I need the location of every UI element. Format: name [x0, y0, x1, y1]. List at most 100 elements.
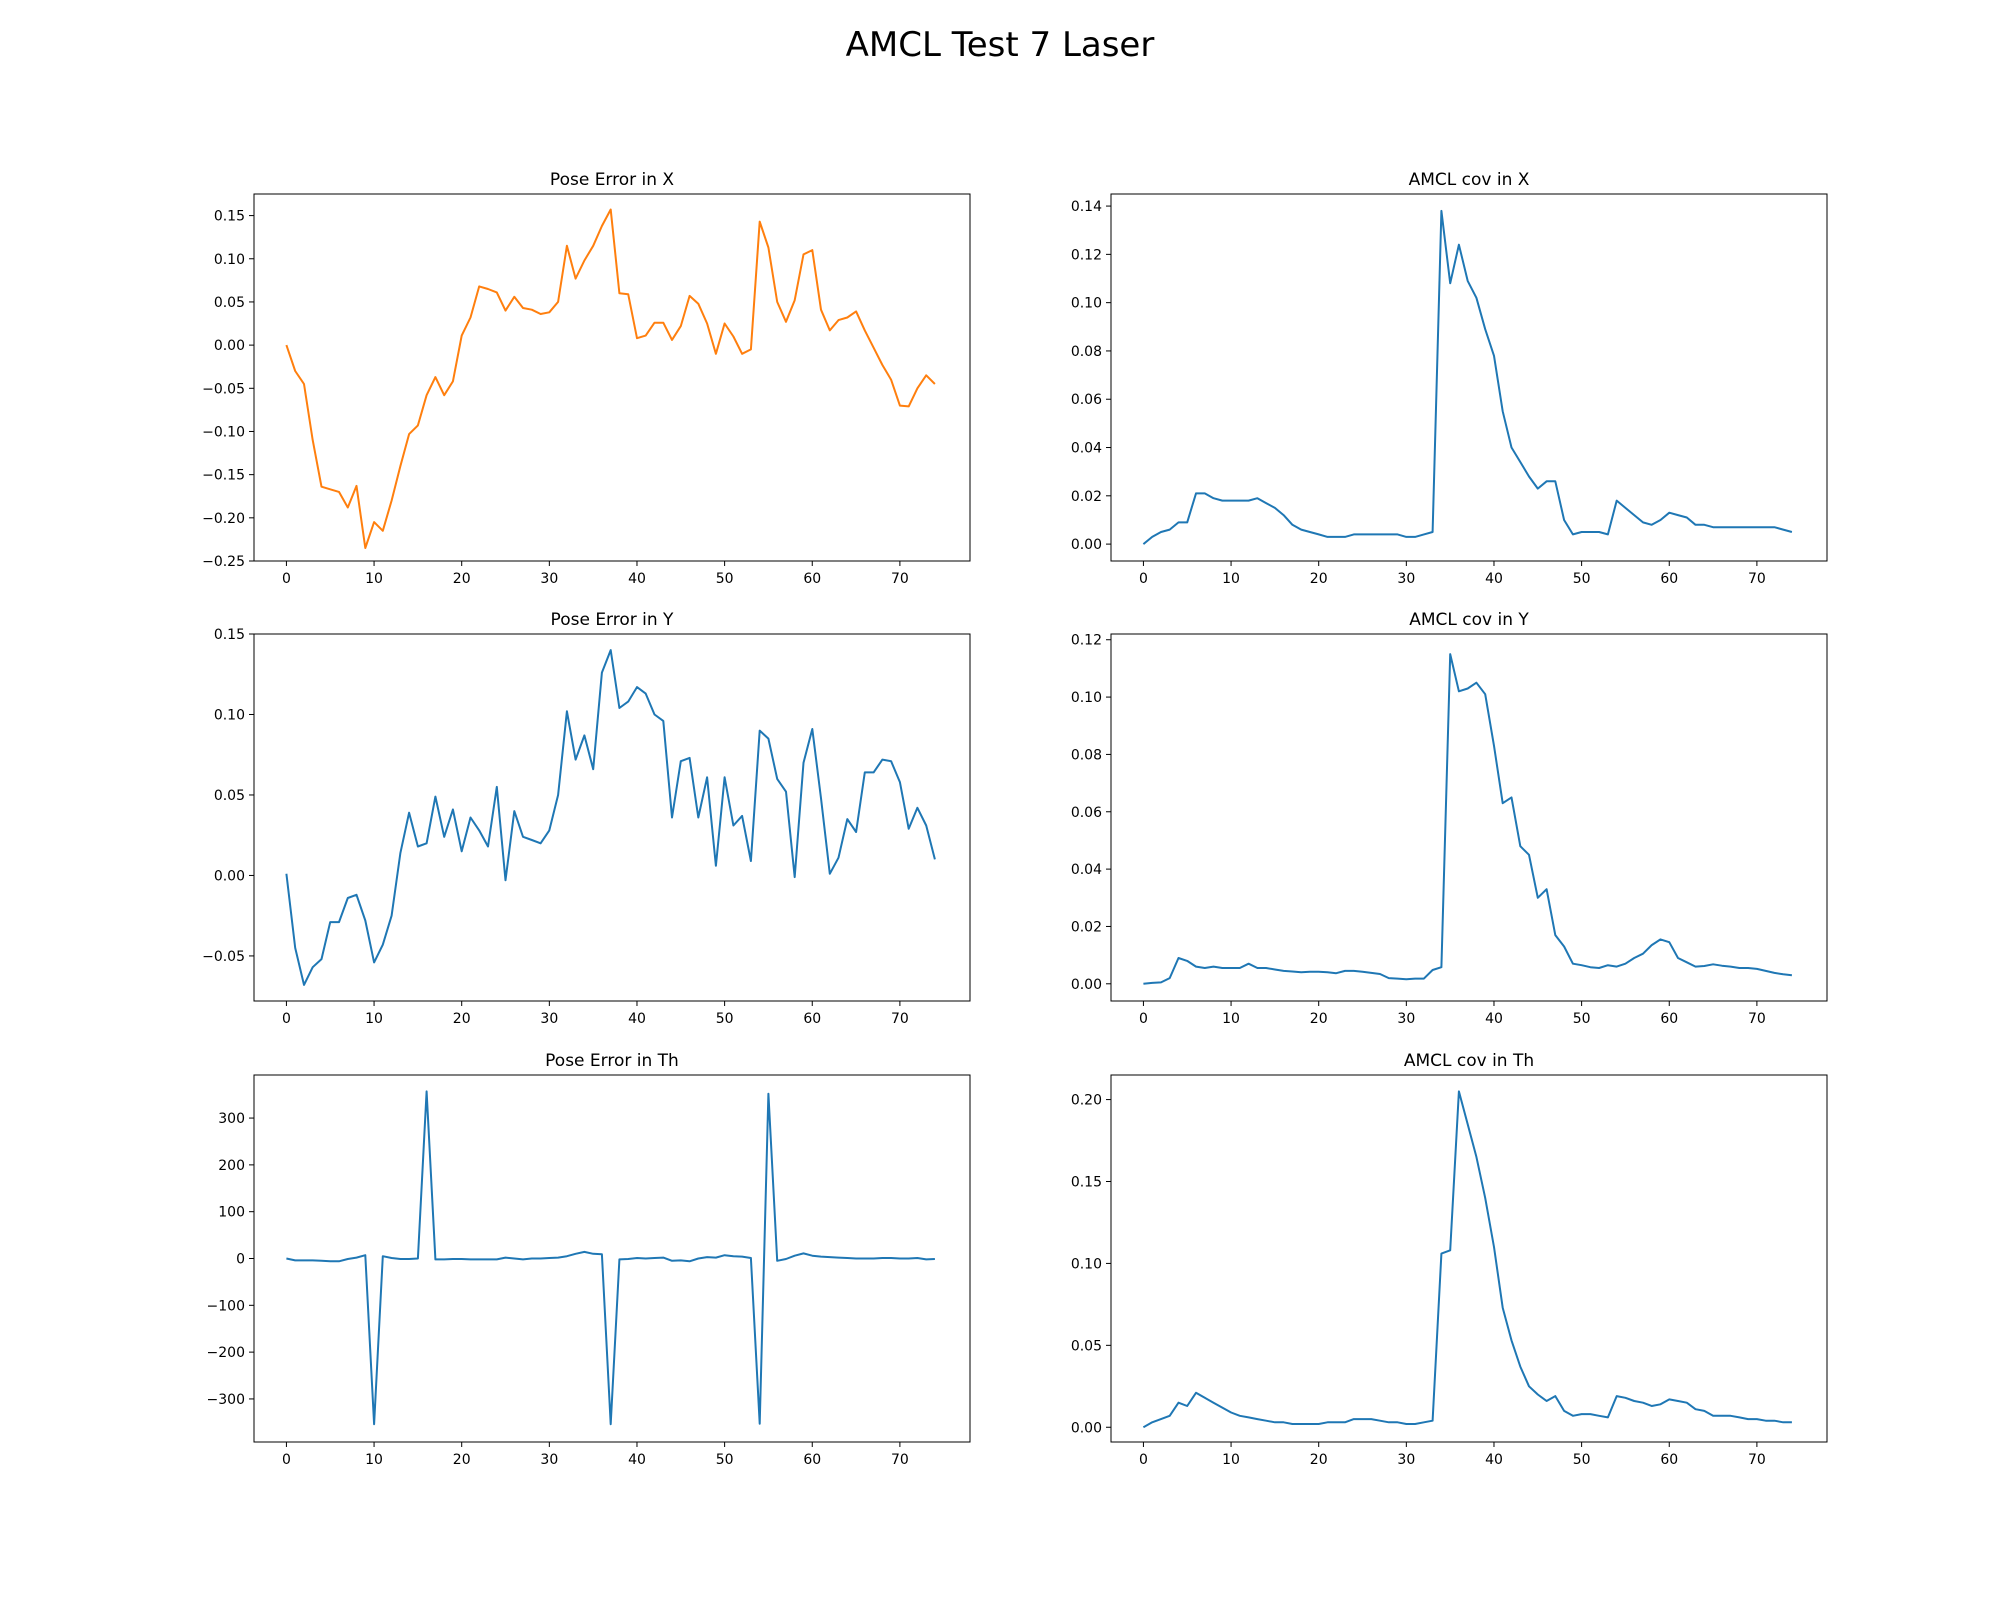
y-tick-label: 200	[218, 1158, 245, 1174]
x-tick-label: 20	[1310, 1452, 1328, 1468]
x-tick-label: 10	[1222, 571, 1240, 587]
subplot-1: Pose Error in X 0 10 20 30 40 50 60 70 −0.25 −0.20…	[202, 170, 971, 587]
y-tick-label: −0.05	[202, 949, 245, 965]
x-tick-label: 20	[1310, 1011, 1328, 1027]
x-tick-label: 10	[365, 571, 383, 587]
subplot-title: Pose Error in Th	[545, 1051, 679, 1071]
x-tick-label: 0	[1139, 1011, 1148, 1027]
y-tick-label: 0.00	[1071, 977, 1102, 993]
x-tick-label: 20	[453, 571, 471, 587]
x-tick-label: 30	[540, 1452, 558, 1468]
y-tick-label: 0.00	[1071, 1420, 1102, 1436]
y-tick-label: 0.10	[1071, 690, 1102, 706]
y-tick-label: −100	[207, 1298, 245, 1314]
y-tick-label: −0.20	[202, 511, 245, 527]
y-tick-label: −0.15	[202, 468, 245, 484]
x-tick-label: 40	[1485, 1011, 1503, 1027]
subplot-5: Pose Error in Th 0 10 20 30 40 50 60 70 −300 −200 −…	[207, 1051, 971, 1468]
x-tick-label: 40	[628, 1452, 646, 1468]
series-line	[286, 1090, 935, 1426]
y-tick-label: 0.00	[214, 868, 245, 884]
y-tick-label: 0.06	[1071, 392, 1102, 408]
y-tick-label: 0.12	[1071, 247, 1102, 263]
x-tick-label: 60	[803, 1011, 821, 1027]
y-tick-label: 0	[236, 1252, 245, 1268]
x-tick-label: 40	[1485, 571, 1503, 587]
subplot-title: Pose Error in X	[550, 170, 675, 190]
x-tick-label: 30	[540, 1011, 558, 1027]
x-tick-label: 0	[282, 571, 291, 587]
x-tick-label: 50	[1573, 1011, 1591, 1027]
x-tick-label: 0	[1139, 1452, 1148, 1468]
x-tick-label: 70	[891, 571, 909, 587]
subplot-title: Pose Error in Y	[551, 610, 675, 630]
y-tick-label: −0.05	[202, 381, 245, 397]
y-tick-label: 0.00	[1071, 537, 1102, 553]
x-tick-label: 10	[365, 1452, 383, 1468]
axes-frame	[1110, 633, 1828, 1002]
series-line	[285, 649, 936, 986]
axes-frame	[253, 1074, 971, 1443]
x-tick-label: 10	[365, 1011, 383, 1027]
x-tick-label: 10	[1222, 1011, 1240, 1027]
subplots-grid: Pose Error in X 0 10 20 30 40 50 60 70 −0.25 −0.20…	[202, 170, 1828, 1468]
x-tick-label: 70	[891, 1452, 909, 1468]
x-tick-label: 20	[453, 1452, 471, 1468]
x-tick-label: 40	[628, 571, 646, 587]
y-tick-label: 0.05	[1071, 1338, 1102, 1354]
y-tick-label: 0.05	[214, 788, 245, 804]
y-tick-label: 0.02	[1071, 489, 1102, 505]
subplot-title: AMCL cov in X	[1409, 170, 1530, 190]
y-tick-label: 0.00	[214, 338, 245, 354]
y-tick-label: 0.02	[1071, 919, 1102, 935]
x-tick-label: 0	[1139, 571, 1148, 587]
y-tick-label: −0.25	[202, 554, 245, 570]
y-tick-label: 0.15	[1071, 1174, 1102, 1190]
x-tick-label: 50	[716, 1011, 734, 1027]
x-tick-label: 50	[1573, 571, 1591, 587]
y-tick-label: 0.04	[1071, 441, 1102, 457]
y-tick-label: −200	[207, 1345, 245, 1361]
x-tick-label: 60	[803, 1452, 821, 1468]
subplot-6: AMCL cov in Th 0 10 20 30 40 50 60 70 0.00 0.05 0.1…	[1071, 1051, 1828, 1468]
subplot-2: AMCL cov in X 0 10 20 30 40 50 60 70 0.00 0.02 0.04…	[1071, 170, 1828, 587]
y-tick-label: 0.20	[1071, 1093, 1102, 1109]
x-tick-label: 30	[540, 571, 558, 587]
x-tick-label: 40	[1485, 1452, 1503, 1468]
x-tick-label: 70	[1748, 1452, 1766, 1468]
axes-frame	[253, 633, 971, 1002]
y-tick-label: 0.10	[1071, 296, 1102, 312]
y-tick-label: 0.10	[214, 707, 245, 723]
x-tick-label: 60	[1660, 1452, 1678, 1468]
x-tick-label: 50	[716, 571, 734, 587]
x-tick-label: 50	[716, 1452, 734, 1468]
subplot-4: AMCL cov in Y 0 10 20 30 40 50 60 70 0.00 0.02 0.04…	[1071, 610, 1828, 1027]
y-tick-label: 0.10	[1071, 1256, 1102, 1272]
x-tick-label: 60	[1660, 571, 1678, 587]
y-tick-label: 0.05	[214, 295, 245, 311]
x-tick-label: 40	[628, 1011, 646, 1027]
x-tick-label: 20	[453, 1011, 471, 1027]
axes-frame	[253, 193, 971, 562]
series-line	[1142, 209, 1793, 545]
x-tick-label: 70	[1748, 571, 1766, 587]
x-tick-label: 0	[282, 1011, 291, 1027]
y-tick-label: 0.15	[214, 627, 245, 643]
y-tick-label: −0.10	[202, 424, 245, 440]
y-tick-label: −300	[207, 1392, 245, 1408]
y-tick-label: 0.12	[1071, 633, 1102, 649]
y-tick-label: 0.04	[1071, 862, 1102, 878]
x-tick-label: 30	[1397, 571, 1415, 587]
y-tick-label: 0.14	[1071, 199, 1102, 215]
subplot-3: Pose Error in Y 0 10 20 30 40 50 60 70 −0.05 0.00 0…	[202, 610, 971, 1027]
subplot-title: AMCL cov in Th	[1404, 1051, 1534, 1071]
x-tick-label: 30	[1397, 1011, 1415, 1027]
x-tick-label: 30	[1397, 1452, 1415, 1468]
series-line	[1143, 653, 1793, 985]
x-tick-label: 60	[1660, 1011, 1678, 1027]
y-tick-label: 100	[218, 1205, 245, 1221]
x-tick-label: 50	[1573, 1452, 1591, 1468]
y-tick-label: 0.10	[214, 252, 245, 268]
series-line	[1142, 1090, 1792, 1429]
